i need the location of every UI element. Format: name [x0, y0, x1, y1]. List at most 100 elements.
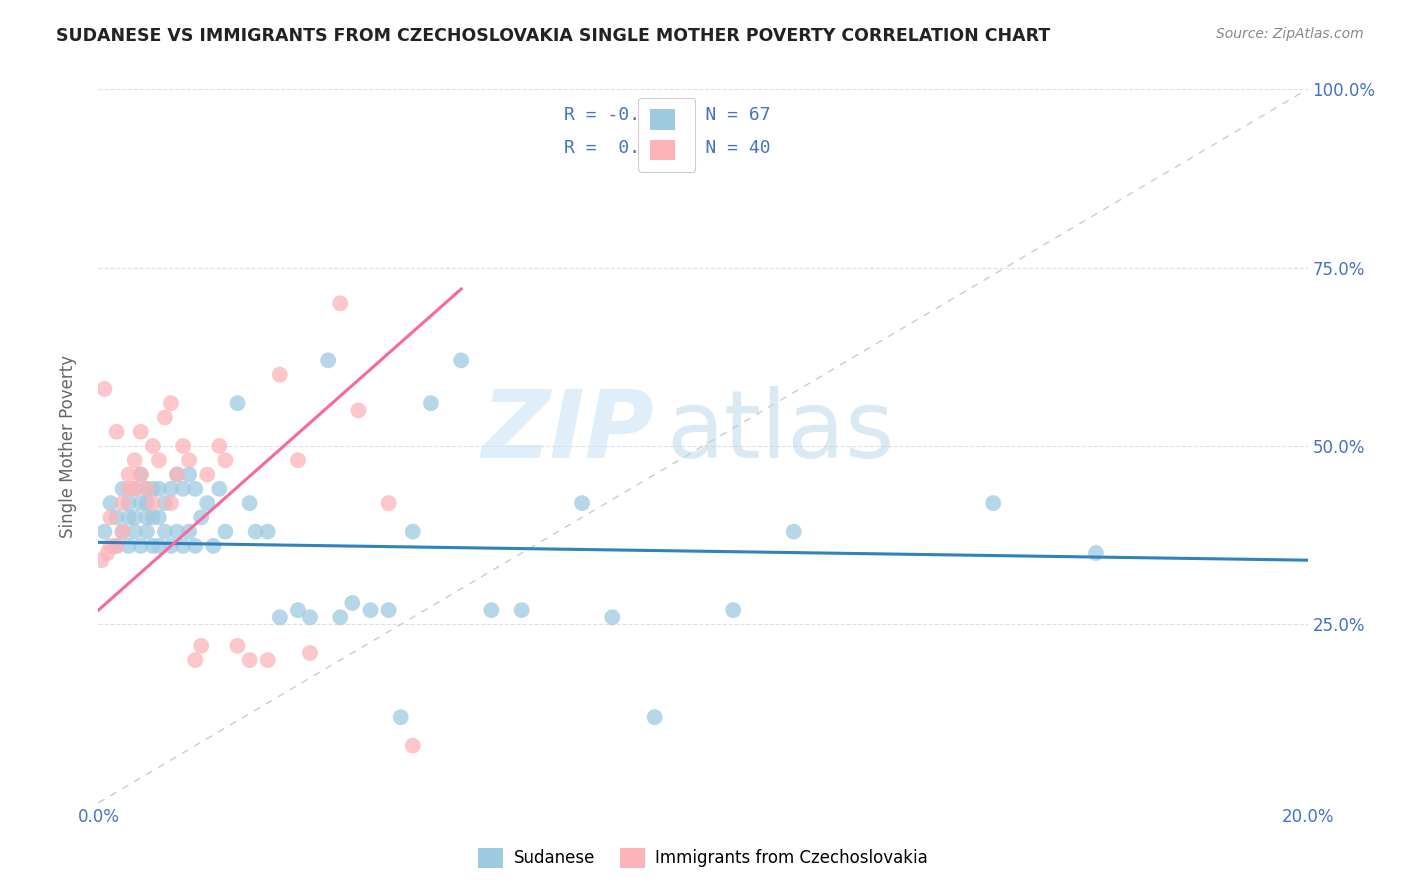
Text: Source: ZipAtlas.com: Source: ZipAtlas.com	[1216, 27, 1364, 41]
Point	[269, 610, 291, 624]
Point	[981, 496, 1004, 510]
Point	[783, 524, 806, 539]
Point	[239, 496, 262, 510]
Point	[148, 510, 170, 524]
Point	[100, 510, 122, 524]
Point	[269, 368, 291, 382]
Point	[124, 510, 146, 524]
Point	[190, 639, 212, 653]
Point	[202, 539, 225, 553]
Point	[160, 539, 183, 553]
Point	[226, 639, 249, 653]
Point	[450, 353, 472, 368]
Point	[1085, 546, 1108, 560]
Point	[160, 496, 183, 510]
Point	[142, 439, 165, 453]
Point	[129, 467, 152, 482]
Point	[245, 524, 267, 539]
Point	[256, 653, 278, 667]
Point	[360, 603, 382, 617]
Point	[142, 482, 165, 496]
Point	[299, 646, 322, 660]
Point	[644, 710, 666, 724]
Point	[402, 524, 425, 539]
Point	[124, 524, 146, 539]
Legend: , : ,	[638, 97, 695, 171]
Point	[389, 710, 412, 724]
Point	[111, 496, 134, 510]
Point	[510, 603, 533, 617]
Point	[124, 482, 146, 496]
Point	[256, 524, 278, 539]
Point	[148, 482, 170, 496]
Text: R = -0.033   N = 67: R = -0.033 N = 67	[564, 106, 770, 124]
Point	[347, 403, 370, 417]
Point	[105, 510, 128, 524]
Point	[179, 467, 201, 482]
Point	[723, 603, 745, 617]
Point	[118, 482, 141, 496]
Point	[571, 496, 593, 510]
Text: SUDANESE VS IMMIGRANTS FROM CZECHOSLOVAKIA SINGLE MOTHER POVERTY CORRELATION CHA: SUDANESE VS IMMIGRANTS FROM CZECHOSLOVAK…	[56, 27, 1050, 45]
Point	[299, 610, 322, 624]
Point	[184, 539, 207, 553]
Text: R =  0.554   N = 40: R = 0.554 N = 40	[564, 139, 770, 157]
Point	[100, 496, 122, 510]
Point	[602, 610, 624, 624]
Point	[190, 510, 212, 524]
Point	[172, 439, 194, 453]
Point	[208, 482, 231, 496]
Point	[195, 467, 218, 482]
Point	[124, 482, 146, 496]
Point	[160, 482, 183, 496]
Point	[420, 396, 443, 410]
Point	[172, 482, 194, 496]
Point	[129, 496, 152, 510]
Point	[342, 596, 364, 610]
Point	[377, 603, 399, 617]
Point	[160, 396, 183, 410]
Point	[111, 524, 134, 539]
Point	[214, 524, 236, 539]
Point	[166, 467, 188, 482]
Point	[166, 467, 188, 482]
Point	[118, 467, 141, 482]
Point	[105, 425, 128, 439]
Point	[142, 510, 165, 524]
Point	[179, 453, 201, 467]
Point	[135, 496, 157, 510]
Legend: Sudanese, Immigrants from Czechoslovakia: Sudanese, Immigrants from Czechoslovakia	[472, 841, 934, 875]
Point	[135, 524, 157, 539]
Point	[148, 539, 170, 553]
Point	[153, 410, 176, 425]
Point	[166, 524, 188, 539]
Point	[129, 539, 152, 553]
Point	[135, 482, 157, 496]
Point	[179, 524, 201, 539]
Point	[118, 510, 141, 524]
Point	[105, 539, 128, 553]
Point	[329, 610, 352, 624]
Point	[124, 453, 146, 467]
Text: ZIP: ZIP	[482, 385, 655, 478]
Point	[90, 553, 112, 567]
Point	[377, 496, 399, 510]
Point	[96, 546, 118, 560]
Point	[481, 603, 503, 617]
Point	[153, 524, 176, 539]
Point	[111, 482, 134, 496]
Point	[184, 653, 207, 667]
Point	[129, 425, 152, 439]
Point	[214, 453, 236, 467]
Point	[118, 496, 141, 510]
Point	[195, 496, 218, 510]
Point	[142, 539, 165, 553]
Point	[93, 524, 115, 539]
Point	[316, 353, 339, 368]
Point	[135, 510, 157, 524]
Point	[239, 653, 262, 667]
Point	[329, 296, 352, 310]
Point	[118, 539, 141, 553]
Point	[208, 439, 231, 453]
Point	[105, 539, 128, 553]
